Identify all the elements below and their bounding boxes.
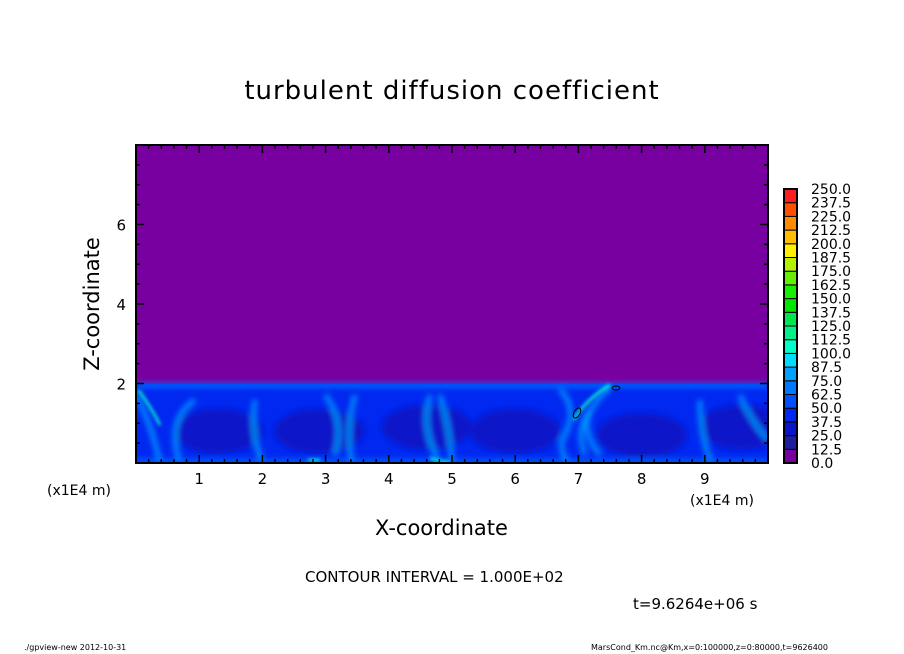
y-tick-label: 4 [116, 296, 126, 314]
plume [346, 394, 358, 463]
x-tick-label: 1 [194, 470, 204, 488]
footer-right: MarsCond_Km.nc@Km,x=0:100000,z=0:80000,t… [591, 643, 828, 652]
eddy-structures [136, 383, 768, 463]
x-tick-label: 9 [700, 470, 710, 488]
plume [424, 394, 443, 463]
colorbar-label: 162.5 [811, 278, 851, 294]
colorbar-label: 0.0 [811, 456, 833, 472]
x-tick-label: 7 [574, 470, 584, 488]
colorbar-box [783, 229, 798, 245]
colorbar-box [783, 421, 798, 437]
x-tick-label: 4 [384, 470, 394, 488]
colorbar-label: 12.5 [811, 442, 842, 458]
colorbar-label: 37.5 [811, 415, 842, 431]
x-axis-label: X-coordinate [375, 516, 508, 540]
streak [137, 389, 162, 426]
colorbar-label: 212.5 [811, 223, 851, 239]
colorbar-label: 175.0 [811, 264, 851, 280]
x-tick-label: 5 [447, 470, 457, 488]
colorbar-label: 237.5 [811, 196, 851, 212]
colorbar-box [783, 284, 798, 300]
colorbar-label: 25.0 [811, 429, 842, 445]
plume [172, 397, 197, 463]
contour-line [611, 385, 621, 391]
plume [737, 394, 768, 442]
colorbar-box [783, 339, 798, 354]
contour-line [572, 407, 582, 419]
colorbar-label: 200.0 [811, 237, 851, 253]
colorbar-box [783, 407, 798, 423]
colorbar-box [783, 394, 798, 409]
colorbar-box [783, 270, 798, 286]
eddy-core [470, 409, 561, 454]
colorbar-box [783, 243, 798, 259]
colorbar-box [783, 325, 798, 341]
colorbar-box [783, 202, 798, 217]
colorbar-label: 100.0 [811, 346, 851, 362]
colorbar-label: 150.0 [811, 292, 851, 308]
time-label: t=9.6264e+06 s [633, 595, 758, 613]
plume [251, 399, 265, 463]
colorbar-label: 137.5 [811, 305, 851, 321]
x-unit-left: (x1E4 m) [47, 483, 111, 499]
plume [584, 386, 612, 457]
x-tick-label: 3 [321, 470, 331, 488]
plume [558, 388, 573, 463]
colorbar-label: 225.0 [811, 209, 851, 225]
colorbar-frame [783, 188, 798, 464]
colorbar-label: 87.5 [811, 360, 842, 376]
colorbar-box [783, 188, 798, 204]
chart-title: turbulent diffusion coefficient [244, 76, 660, 106]
colorbar-label: 62.5 [811, 388, 842, 404]
colorbar-box [783, 380, 798, 395]
colorbar-label: 187.5 [811, 251, 851, 267]
y-tick-label: 2 [116, 376, 126, 394]
colorbar-label: 50.0 [811, 401, 842, 417]
colorbar-box [783, 311, 798, 327]
eddy-core [274, 409, 365, 454]
colorbar-box [783, 435, 798, 450]
heatmap-field [136, 145, 768, 463]
footer-left: ./gpview-new 2012-10-31 [24, 643, 127, 652]
colorbar-box [783, 215, 798, 231]
plume [136, 393, 163, 463]
x-tick-label: 8 [637, 470, 647, 488]
colorbar-box [783, 352, 798, 368]
colorbar-label: 250.0 [811, 182, 851, 198]
colorbar-box [783, 448, 798, 464]
x-tick-label: 6 [510, 470, 520, 488]
streak [572, 383, 611, 421]
eddy-core [173, 409, 264, 454]
y-tick-label: 6 [116, 217, 126, 235]
colorbar-box [783, 298, 798, 313]
x-tick-label: 2 [258, 470, 268, 488]
plume [697, 399, 715, 463]
colorbar-label: 112.5 [811, 333, 851, 349]
y-axis-label: Z-coordinate [80, 237, 104, 371]
plume [323, 393, 341, 456]
x-unit-right: (x1E4 m) [690, 493, 754, 509]
colorbar-box [783, 366, 798, 382]
eddy-core [697, 405, 768, 450]
colorbar-label: 75.0 [811, 374, 842, 390]
colorbar-label: 125.0 [811, 319, 851, 335]
colorbar-box [783, 257, 798, 272]
contour-interval: CONTOUR INTERVAL = 1.000E+02 [305, 568, 564, 586]
eddy-core [596, 413, 687, 458]
